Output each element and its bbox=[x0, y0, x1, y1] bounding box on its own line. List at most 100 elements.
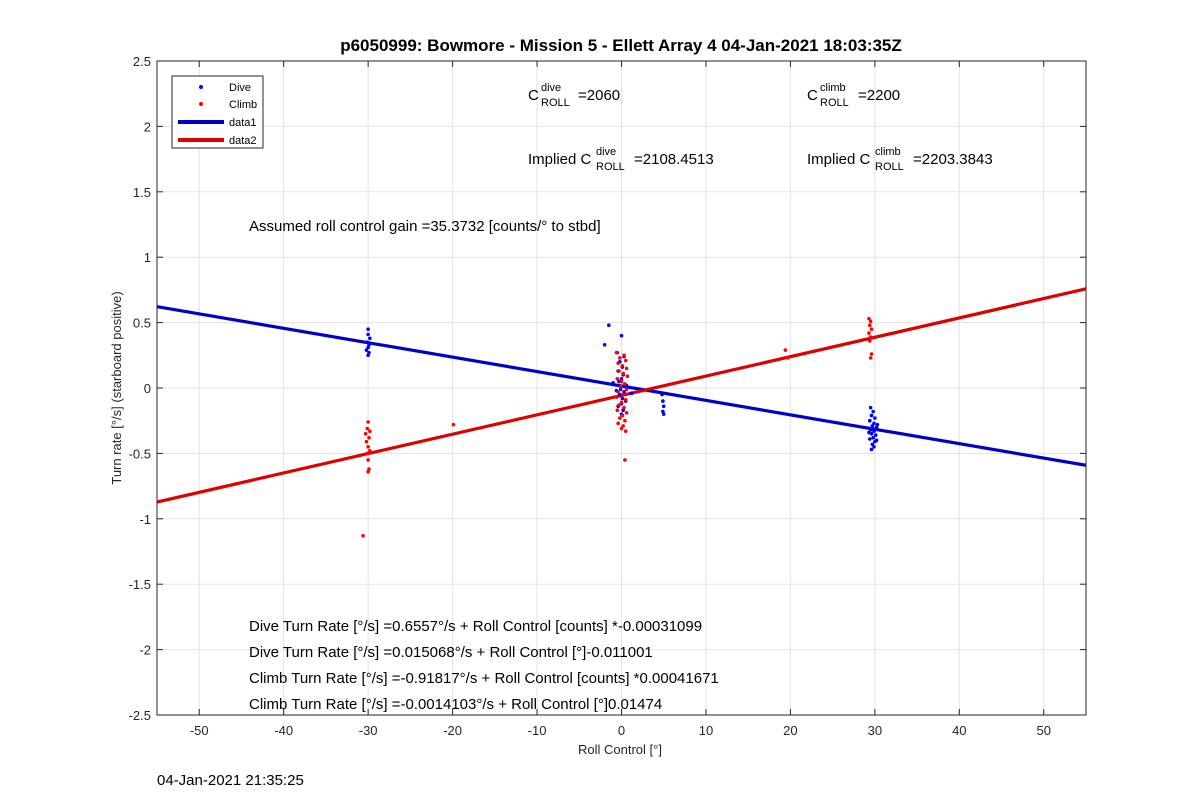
legend-box bbox=[171, 75, 264, 149]
x-tick-label: 20 bbox=[783, 723, 797, 738]
data-point-climb bbox=[867, 323, 872, 328]
data-point-climb bbox=[783, 348, 788, 352]
y-tick-label: -1 bbox=[139, 512, 151, 527]
data-point-climb bbox=[622, 353, 626, 358]
data-point-climb bbox=[367, 435, 371, 440]
data-point-dive bbox=[368, 336, 372, 341]
axis-ticks: -50 -40 -30 -20 -10 0 10 20 30 40 50-2.5-2-1.5-1-0… bbox=[129, 54, 1086, 738]
data-point-climb bbox=[363, 431, 368, 436]
annotation-equation-1: Dive Turn Rate [°/s] =0.6557°/s + Roll C… bbox=[249, 618, 702, 635]
implied-dive-sub: ROLL bbox=[596, 161, 625, 173]
data-point-climb bbox=[622, 405, 626, 410]
implied-dive-sup: dive bbox=[596, 146, 616, 158]
data-point-climb bbox=[868, 319, 873, 324]
data-point-climb bbox=[364, 439, 369, 444]
data-point-climb bbox=[368, 429, 372, 433]
data-point-climb bbox=[623, 418, 627, 423]
chart-title: p6050999: Bowmore - Mission 5 - Ellett A… bbox=[340, 36, 902, 55]
data-point-dive bbox=[871, 409, 875, 414]
annotation-c-roll-dive: C dive ROLL =2060 bbox=[528, 82, 620, 109]
annotation-gain: Assumed roll control gain =35.3732 [coun… bbox=[249, 218, 601, 235]
data-point-climb bbox=[365, 426, 370, 431]
data-point-climb bbox=[368, 448, 372, 453]
y-tick-label: 1.5 bbox=[133, 185, 151, 200]
data-point-climb bbox=[623, 358, 628, 363]
plot-area bbox=[157, 287, 1086, 538]
c-roll-climb-sup: climb bbox=[820, 82, 846, 94]
data-point-dive bbox=[611, 380, 615, 385]
y-tick-label: 0.5 bbox=[133, 316, 151, 331]
data-point-climb bbox=[366, 420, 370, 424]
data-point-climb bbox=[618, 356, 622, 360]
c-roll-dive-value: =2060 bbox=[578, 87, 620, 104]
data-point-climb bbox=[618, 384, 623, 389]
y-tick-label: 2.5 bbox=[133, 54, 151, 69]
data-point-climb bbox=[366, 469, 370, 474]
implied-climb-prefix: Implied C bbox=[807, 151, 871, 168]
c-roll-climb-sub: ROLL bbox=[820, 97, 849, 109]
x-tick-label: -20 bbox=[443, 723, 462, 738]
data-point-climb bbox=[869, 327, 874, 331]
c-roll-dive-sub: ROLL bbox=[541, 97, 570, 109]
legend-label-dive: Dive bbox=[229, 82, 251, 94]
legend-label-data1: data1 bbox=[229, 117, 257, 129]
data-point-dive bbox=[661, 412, 666, 416]
legend: Dive Climb data1 data2 bbox=[171, 75, 264, 149]
data-point-dive bbox=[868, 428, 873, 432]
c-roll-dive-prefix: C bbox=[528, 87, 539, 104]
data-point-climb bbox=[615, 377, 620, 381]
x-tick-label: -40 bbox=[274, 723, 293, 738]
x-tick-label: 50 bbox=[1037, 723, 1051, 738]
implied-climb-sub: ROLL bbox=[875, 161, 904, 173]
data-marks bbox=[157, 287, 1086, 538]
data-point-dive bbox=[366, 327, 370, 331]
data-point-dive bbox=[618, 387, 623, 392]
data-point-dive bbox=[660, 392, 664, 397]
y-tick-label: -2.5 bbox=[129, 708, 151, 723]
legend-label-data2: data2 bbox=[229, 135, 257, 147]
x-tick-label: -50 bbox=[190, 723, 209, 738]
data-point-climb bbox=[616, 390, 620, 394]
data-point-climb bbox=[867, 339, 872, 343]
implied-climb-sup: climb bbox=[875, 146, 901, 158]
data-point-climb bbox=[624, 411, 629, 415]
implied-dive-value: =2108.4513 bbox=[634, 151, 714, 168]
y-tick-label: 0 bbox=[144, 381, 151, 396]
data-point-dive bbox=[869, 413, 874, 418]
fit-line-data2 bbox=[157, 287, 1086, 504]
data-point-dive bbox=[661, 399, 665, 403]
data-point-dive bbox=[366, 353, 370, 358]
data-point-climb bbox=[623, 458, 627, 462]
data-point-climb bbox=[620, 363, 625, 368]
data-point-climb bbox=[624, 366, 629, 371]
data-point-dive bbox=[873, 416, 877, 420]
data-point-climb bbox=[625, 374, 630, 379]
y-tick-label: 1 bbox=[144, 250, 151, 265]
c-roll-climb-value: =2200 bbox=[858, 87, 900, 104]
data-point-dive bbox=[871, 435, 875, 440]
legend-marker-climb bbox=[199, 102, 203, 106]
data-point-climb bbox=[867, 331, 871, 335]
data-point-dive bbox=[366, 345, 370, 350]
data-point-dive bbox=[872, 445, 876, 449]
data-point-climb bbox=[619, 379, 624, 384]
data-point-climb bbox=[616, 421, 620, 426]
data-point-dive bbox=[867, 418, 872, 423]
data-point-dive bbox=[602, 343, 607, 347]
data-point-dive bbox=[366, 332, 370, 337]
annotation-equation-2: Dive Turn Rate [°/s] =0.015068°/s + Roll… bbox=[249, 644, 653, 661]
data-point-dive bbox=[661, 404, 666, 409]
data-point-climb bbox=[614, 350, 619, 355]
legend-label-climb: Climb bbox=[229, 99, 257, 111]
data-point-dive bbox=[868, 405, 873, 410]
y-tick-label: -0.5 bbox=[129, 446, 151, 461]
data-point-climb bbox=[867, 316, 871, 321]
x-axis-label: Roll Control [°] bbox=[578, 742, 662, 757]
data-point-climb bbox=[619, 426, 624, 431]
y-axis-label: Turn rate [°/s] (starboard positive) bbox=[109, 291, 124, 484]
data-point-climb bbox=[365, 451, 370, 456]
data-point-climb bbox=[623, 429, 628, 433]
data-point-climb bbox=[868, 356, 873, 360]
c-roll-dive-sup: dive bbox=[541, 82, 561, 94]
data-point-climb bbox=[361, 534, 365, 538]
